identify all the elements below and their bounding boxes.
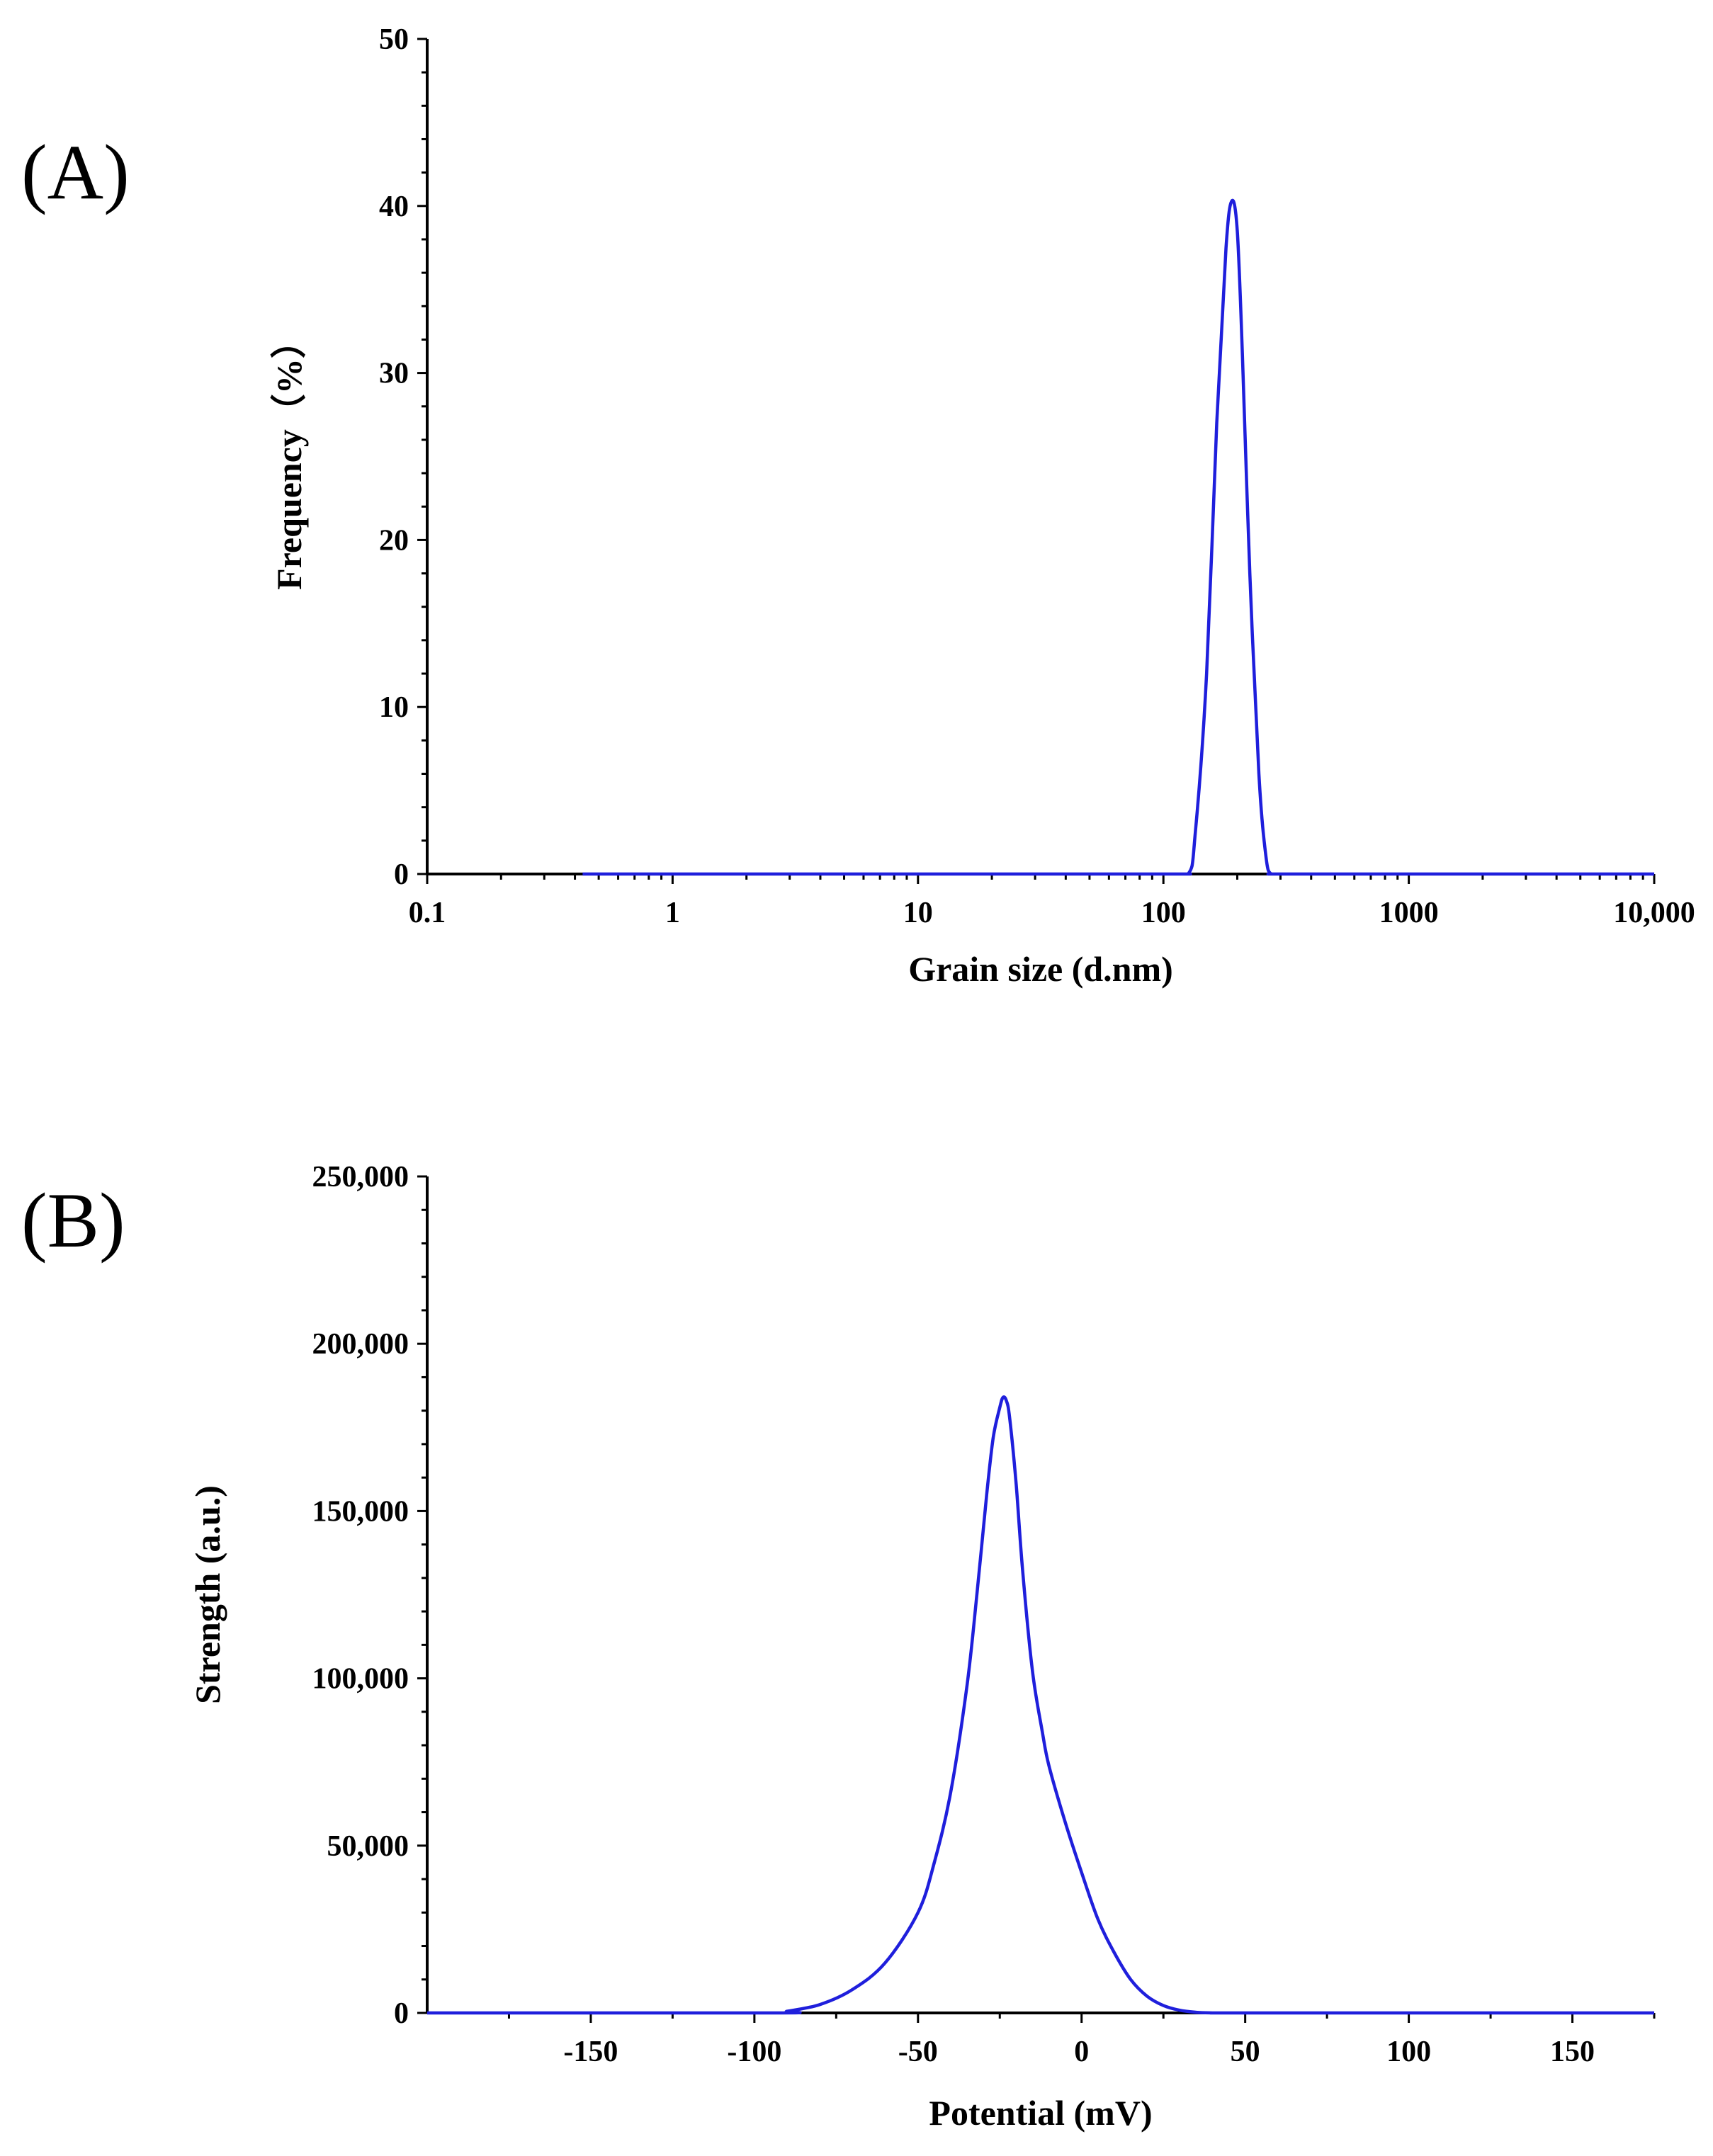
panel-b-label: (B) — [21, 1177, 125, 1264]
series-line — [427, 1395, 1654, 2015]
x-tick-label: 0 — [1074, 2036, 1089, 2068]
x-tick-label: 10,000 — [1613, 897, 1695, 929]
y-tick-label: 100,000 — [312, 1663, 409, 1696]
x-axis-title: Grain size (d.nm) — [908, 949, 1173, 989]
y-tick-label: 50,000 — [327, 1830, 409, 1863]
y-tick-label: 250,000 — [312, 1161, 409, 1193]
x-tick-label: -150 — [563, 2036, 618, 2068]
x-tick-label: 0.1 — [409, 897, 446, 929]
y-tick-label: 0 — [394, 858, 409, 891]
y-tick-label: 10 — [379, 691, 409, 724]
x-tick-label: 10 — [903, 897, 933, 929]
panel-a: (A) 0 10 20 30 40 50 0.1 1 10 100 1000 10,000 Grain … — [21, 23, 1695, 989]
x-tick-label: 50 — [1231, 2036, 1260, 2068]
panel-a-label: (A) — [21, 129, 130, 215]
y-tick-label: 200,000 — [312, 1328, 409, 1361]
x-axis-title: Potential (mV) — [929, 2093, 1152, 2133]
y-tick-label: 150,000 — [312, 1495, 409, 1528]
y-tick-label: 30 — [379, 358, 409, 390]
panel-b: (B) 0 50,000 100,000 150,000 200,000 250,000 -… — [21, 1161, 1656, 2133]
x-tick-label: 100 — [1141, 897, 1186, 929]
y-tick-label: 20 — [379, 524, 409, 557]
y-axis-title: Strength (a.u.) — [188, 1485, 227, 1704]
y-axis-title: Frequency（%） — [269, 323, 309, 590]
y-tick-label: 0 — [394, 1997, 409, 2030]
x-tick-label: 1000 — [1379, 897, 1439, 929]
y-tick-label: 40 — [379, 191, 409, 223]
y-tick-label: 50 — [379, 23, 409, 56]
x-tick-label: -100 — [727, 2036, 781, 2068]
x-tick-label: 150 — [1550, 2036, 1595, 2068]
x-tick-label: -50 — [898, 2036, 938, 2068]
series-line — [582, 198, 1654, 876]
x-tick-label: 100 — [1386, 2036, 1431, 2068]
x-tick-label: 1 — [665, 897, 680, 929]
